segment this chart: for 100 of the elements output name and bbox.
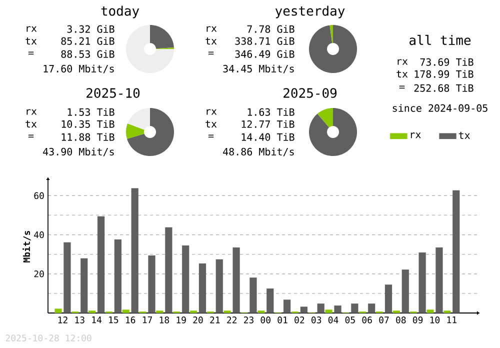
- text: 11.88 TiB: [62, 133, 114, 141]
- x-tick-label: 16: [126, 316, 136, 324]
- text: 252.68 TiB: [414, 84, 474, 92]
- text: 346.49 GiB: [235, 50, 294, 58]
- bar: [224, 310, 231, 314]
- text: 3.32 GiB: [67, 25, 114, 33]
- bar: [122, 310, 130, 314]
- x-tick-label: 04: [328, 316, 338, 324]
- x-tick-label: 21: [210, 316, 220, 324]
- text: rx: [398, 59, 408, 65]
- chart-title: yesterday: [275, 6, 345, 18]
- text: 14.40 TiB: [242, 133, 294, 141]
- text: 85.21 GiB: [61, 37, 114, 45]
- text: tx: [26, 37, 37, 45]
- x-tick-label: 02: [294, 316, 304, 324]
- bar: [452, 190, 460, 314]
- chart-title: 2025-09: [284, 88, 337, 98]
- bar: [88, 310, 96, 314]
- text: 12.77 TiB: [242, 120, 294, 128]
- text: =: [399, 86, 405, 89]
- text: =: [28, 134, 34, 138]
- text: 34.45 Mbit/s: [223, 64, 294, 74]
- bar: [351, 304, 358, 314]
- bar: [426, 310, 434, 314]
- y-axis-title: Mbit/s: [22, 230, 31, 262]
- bar: [80, 258, 88, 314]
- bar: [325, 310, 332, 314]
- x-tick-label: 17: [142, 316, 152, 324]
- x-tick-label: 20: [193, 316, 203, 324]
- bar: [64, 242, 71, 314]
- x-tick-label: 03: [312, 316, 322, 324]
- x-tick-label: 12: [58, 316, 68, 324]
- text: tx: [206, 37, 217, 45]
- bar: [114, 239, 122, 314]
- text: all time: [410, 34, 471, 46]
- text: tx: [26, 120, 37, 128]
- bar: [283, 300, 291, 314]
- bar: [368, 304, 376, 314]
- text: tx: [206, 120, 217, 128]
- x-tick-label: 09: [412, 316, 423, 324]
- bar: [156, 310, 164, 314]
- text: rx: [26, 109, 37, 115]
- bar: [232, 247, 240, 314]
- bar: [190, 310, 198, 314]
- legend-label: rx: [410, 132, 421, 138]
- text: rx: [206, 109, 217, 115]
- bar: [402, 270, 409, 314]
- text: 88.53 GiB: [61, 50, 114, 58]
- x-tick-label: 22: [227, 316, 236, 324]
- x-tick-label: 00: [260, 316, 270, 324]
- bar: [258, 310, 265, 314]
- text: rx: [26, 26, 37, 32]
- text: 43.90 Mbit/s: [43, 148, 114, 156]
- bar: [216, 259, 223, 314]
- text: tx: [396, 70, 408, 78]
- bar: [198, 263, 206, 314]
- bar: [182, 245, 190, 314]
- text: 48.86 Mbit/s: [223, 148, 294, 156]
- bar: [384, 284, 392, 314]
- bar: [317, 304, 324, 314]
- text: 1.63 TiB: [248, 108, 294, 116]
- chart-title: today: [101, 6, 140, 18]
- bar: [97, 216, 105, 314]
- text: rx: [206, 26, 217, 32]
- bar: [54, 308, 62, 314]
- x-tick-label: 15: [109, 316, 118, 324]
- bar: [250, 278, 257, 314]
- bar: [436, 247, 443, 314]
- text: 178.99 TiB: [414, 70, 474, 78]
- bar: [266, 288, 274, 314]
- text: 73.69 TiB: [420, 58, 474, 66]
- text: since 2024-09-05: [392, 104, 488, 112]
- x-tick-label: 07: [379, 316, 389, 324]
- x-tick-label: 01: [278, 316, 288, 324]
- text: =: [28, 52, 34, 55]
- bar: [148, 255, 156, 314]
- x-tick-label: 19: [176, 316, 186, 324]
- bar: [300, 306, 308, 314]
- x-tick-label: 13: [75, 316, 84, 324]
- y-tick-label: 60: [34, 192, 44, 200]
- bar: [418, 252, 426, 314]
- x-tick-label: 14: [92, 316, 102, 324]
- x-tick-label: 18: [160, 316, 170, 324]
- text: =: [208, 52, 214, 55]
- text: 338.71 GiB: [235, 37, 294, 45]
- x-tick-label: 23: [244, 316, 254, 324]
- bar: [334, 306, 342, 314]
- text: 1.53 TiB: [68, 108, 114, 116]
- x-tick-label: 05: [345, 316, 355, 324]
- chart-title: 2025-10: [86, 88, 140, 98]
- x-tick-label: 08: [396, 316, 406, 324]
- bar: [165, 227, 172, 314]
- bar: [392, 310, 400, 314]
- legend-label: tx: [458, 132, 470, 139]
- text: 7.78 GiB: [247, 25, 294, 33]
- bar: [444, 310, 451, 314]
- y-tick-label: 40: [34, 231, 44, 238]
- text: 10.35 TiB: [62, 120, 114, 128]
- text: =: [208, 134, 214, 138]
- text: 17.60 Mbit/s: [44, 64, 114, 74]
